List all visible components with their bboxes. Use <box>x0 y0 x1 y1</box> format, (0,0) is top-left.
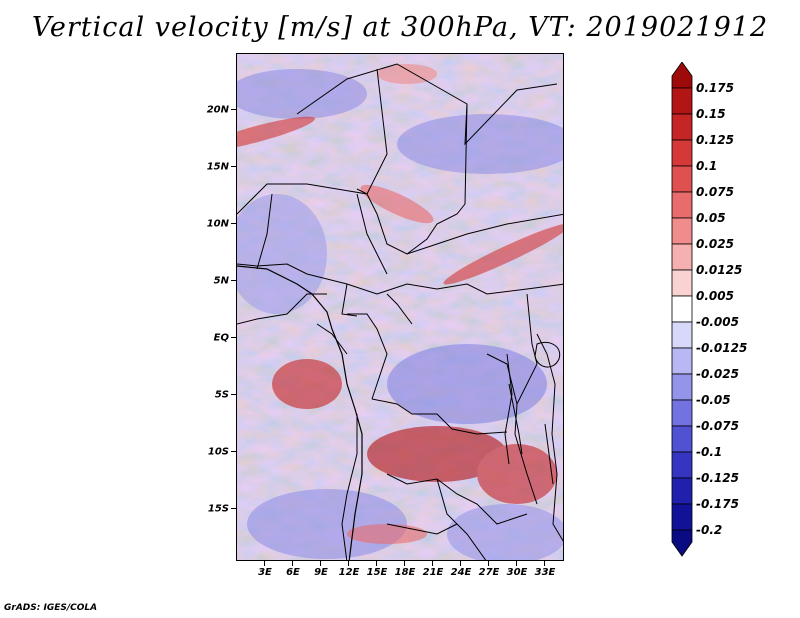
colorbar-segment <box>671 321 693 349</box>
lon-label-27e: 27E <box>478 567 500 578</box>
lat-label-20n: 20N <box>206 104 229 116</box>
colorbar-label: -0.05 <box>696 393 731 407</box>
chart-title: Vertical velocity [m/s] at 300hPa, VT: 2… <box>31 12 769 43</box>
lon-label-3e: 3E <box>258 567 272 578</box>
lakes <box>508 341 561 485</box>
red-regions <box>237 64 563 544</box>
lon-label-6e: 6E <box>286 567 300 578</box>
colorbar-segment <box>671 87 693 115</box>
colorbar-segment <box>671 529 693 557</box>
colorbar-label: 0.1 <box>696 159 718 173</box>
colorbar-label: 0.175 <box>696 81 734 95</box>
lat-label-10s: 10S <box>207 446 229 458</box>
colorbar-label: -0.2 <box>696 523 723 537</box>
lat-label-15n: 15N <box>206 161 229 173</box>
lat-label-15s: 15S <box>207 503 229 515</box>
lat-label-5s: 5S <box>214 389 229 401</box>
colorbar-segment <box>671 217 693 245</box>
map-plot-area <box>236 53 564 561</box>
colorbar-label: 0.005 <box>696 289 734 303</box>
colorbar-label: 0.05 <box>696 211 726 225</box>
colorbar-label: -0.175 <box>696 497 739 511</box>
colorbar-segment <box>671 425 693 453</box>
colorbar-segment <box>671 269 693 297</box>
coastline <box>237 265 363 560</box>
colorbar-label: -0.1 <box>696 445 723 459</box>
colorbar-label: 0.075 <box>696 185 734 199</box>
lat-label-eq: EQ <box>213 332 229 344</box>
colorbar-segment <box>671 373 693 401</box>
lon-label-15e: 15E <box>366 567 388 578</box>
lon-label-9e: 9E <box>314 567 328 578</box>
blue-regions <box>237 69 563 560</box>
colorbar-label: 0.15 <box>696 107 726 121</box>
colorbar-segment <box>671 399 693 427</box>
vertical-velocity-field <box>237 54 563 560</box>
colorbar-label: -0.005 <box>696 315 739 329</box>
colorbar-label: 0.0125 <box>696 263 743 277</box>
colorbar-segment <box>671 243 693 271</box>
lon-label-30e: 30E <box>506 567 528 578</box>
colorbar <box>671 62 693 557</box>
lon-label-12e: 12E <box>338 567 360 578</box>
colorbar-segment <box>671 451 693 479</box>
lon-label-21e: 21E <box>422 567 444 578</box>
colorbar-label: -0.0125 <box>696 341 748 355</box>
colorbar-segment <box>671 503 693 531</box>
country-borders <box>237 63 563 560</box>
lat-label-5n: 5N <box>213 275 229 287</box>
colorbar-segment <box>671 113 693 141</box>
lon-label-33e: 33E <box>534 567 556 578</box>
colorbar-segment <box>671 347 693 375</box>
colorbar-label: 0.025 <box>696 237 734 251</box>
colorbar-segment <box>671 477 693 505</box>
colorbar-segment <box>671 62 693 89</box>
grads-credit: GrADS: IGES/COLA <box>4 603 98 613</box>
lon-label-24e: 24E <box>450 567 472 578</box>
lon-label-18e: 18E <box>394 567 416 578</box>
lat-label-10n: 10N <box>206 218 229 230</box>
colorbar-label: -0.125 <box>696 471 739 485</box>
colorbar-segment <box>671 165 693 193</box>
colorbar-label: -0.025 <box>696 367 739 381</box>
colorbar-segment <box>671 139 693 167</box>
colorbar-label: -0.075 <box>696 419 739 433</box>
colorbar-label: 0.125 <box>696 133 734 147</box>
colorbar-segment <box>671 295 693 323</box>
colorbar-segment <box>671 191 693 219</box>
